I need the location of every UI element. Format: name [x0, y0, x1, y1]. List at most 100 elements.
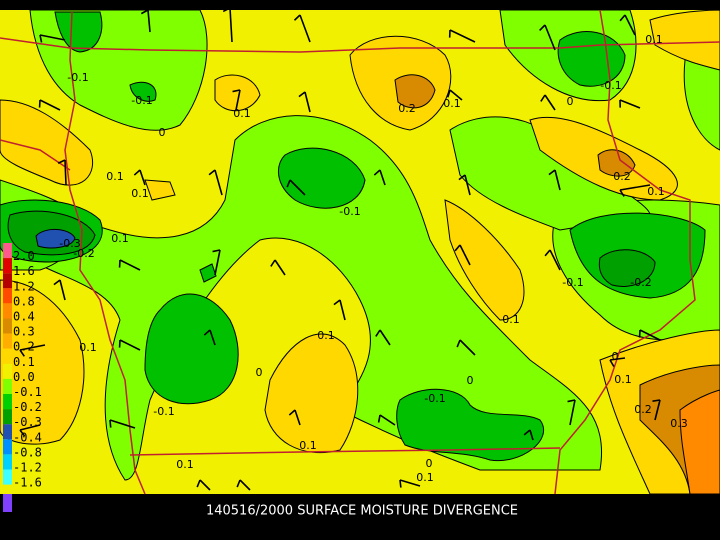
wind-barb	[464, 174, 471, 196]
contour-label: 0.1	[443, 97, 461, 110]
legend-label: 0.1	[13, 355, 35, 369]
wind-barb-feather	[373, 169, 381, 176]
wind-barb	[109, 419, 136, 429]
wind-barb-feather	[540, 94, 546, 102]
wind-barb	[619, 184, 651, 191]
contour-label: 0.1	[614, 373, 632, 386]
wind-barb-feather	[544, 249, 551, 257]
wind-barb	[554, 169, 561, 191]
wind-barb-feather	[286, 179, 291, 188]
legend-swatch	[3, 258, 12, 274]
wind-barb-feather	[203, 329, 211, 336]
contour-label: 0	[612, 350, 619, 363]
wind-barb	[449, 89, 463, 101]
wind-barb	[59, 279, 66, 301]
legend-label: 0.8	[13, 294, 35, 308]
wind-barb-feather	[619, 189, 625, 197]
legend-label: 0.4	[13, 309, 35, 323]
contour-label: 0.1	[502, 313, 520, 326]
wind-barb	[209, 329, 216, 346]
wind-barb-feather	[523, 429, 531, 436]
contour-label: -0.1	[67, 71, 88, 84]
legend-label: -0.2	[13, 400, 42, 414]
wind-barb	[19, 424, 41, 431]
wind-barb	[619, 99, 641, 109]
wind-barb	[544, 94, 556, 111]
wind-barb	[624, 14, 636, 36]
wind-barb-feather	[539, 24, 546, 31]
legend-label: 1.6	[13, 264, 35, 278]
contour-label: -0.2	[73, 247, 94, 260]
contour-label: 0.1	[79, 341, 97, 354]
wind-barb-feather	[212, 249, 221, 253]
wind-barb	[639, 329, 661, 341]
wind-barb-feather	[447, 89, 451, 98]
wind-barb-feather	[609, 359, 615, 367]
wind-barb	[339, 299, 346, 321]
wind-barb-feather	[298, 91, 306, 98]
wind-barb	[544, 24, 556, 51]
contour-label: 0	[567, 95, 574, 108]
contour-label: 0.1	[317, 329, 335, 342]
wind-barb-feather	[236, 479, 241, 488]
contour-label: 0.2	[634, 403, 652, 416]
contour-label: 0	[256, 366, 263, 379]
map-area: 0.1-0.1-0.10.1 0.2 0.1 0-0.100.10.10.20.1-0…	[0, 7, 720, 495]
legend-label: -1.6	[13, 476, 42, 490]
legend-swatch	[3, 439, 12, 455]
wind-barb	[147, 9, 151, 33]
wind-barb-feather	[140, 9, 149, 15]
wind-barb-feather	[567, 399, 576, 403]
legend-swatch	[3, 288, 12, 304]
wind-barb	[289, 179, 306, 196]
wind-barb-feather	[232, 89, 241, 93]
map-title: 140516/2000 SURFACE MOISTURE DIVERGENCE	[206, 504, 518, 519]
legend-label: -0.8	[13, 445, 42, 459]
wind-barb-feather	[293, 14, 301, 21]
wind-barb	[304, 91, 311, 113]
contour-label: 0.1	[233, 107, 251, 120]
wind-barb	[239, 479, 251, 491]
wind-barb	[379, 414, 396, 426]
wind-barb	[235, 89, 241, 111]
wind-barb-feather	[270, 259, 276, 267]
wind-barb-feather	[208, 169, 216, 176]
legend-label: 0.2	[13, 340, 35, 354]
wind-barb	[379, 329, 391, 346]
contour-label: 0	[467, 374, 474, 387]
legend-swatch	[3, 273, 12, 289]
legend-swatch	[3, 303, 12, 319]
legend-label: 0.3	[13, 325, 35, 339]
wind-barb-feather	[53, 279, 61, 286]
contour-label: -0.1	[131, 94, 152, 107]
legend-label: -0.1	[13, 385, 42, 399]
legend-swatch	[3, 409, 12, 425]
wind-barb-feather	[19, 349, 25, 357]
legend-swatch	[3, 363, 12, 379]
wind-barb-feather	[288, 409, 296, 416]
wind-barb-feather	[456, 339, 461, 348]
contour-label: -0.2	[630, 276, 651, 289]
wind-barb-feather	[19, 429, 26, 437]
contour-label: -0.1	[339, 205, 360, 218]
wind-barb	[399, 479, 421, 487]
wind-barb	[299, 14, 311, 43]
wind-barb	[199, 479, 211, 491]
wind-barb	[274, 259, 286, 276]
contour-label: -0.1	[600, 79, 621, 92]
wind-barb	[39, 34, 66, 41]
wind-barb	[214, 249, 221, 276]
wind-barb-feather	[57, 159, 66, 164]
state-borders	[0, 9, 720, 495]
legend-swatch-tail	[3, 494, 12, 512]
wind-barb	[609, 357, 626, 361]
legend-swatch	[3, 378, 12, 394]
legend: 2.01.61.20.80.40.30.20.10.0-0.1-0.2-0.3-…	[3, 243, 42, 490]
dark-orange-region	[679, 389, 720, 495]
wind-barb-feather	[377, 414, 381, 423]
wind-barb-feather	[454, 244, 461, 252]
wind-barb-feather	[458, 174, 466, 181]
legend-label: -1.2	[13, 460, 42, 474]
wind-barb	[119, 339, 141, 351]
legend-swatch	[3, 469, 12, 485]
